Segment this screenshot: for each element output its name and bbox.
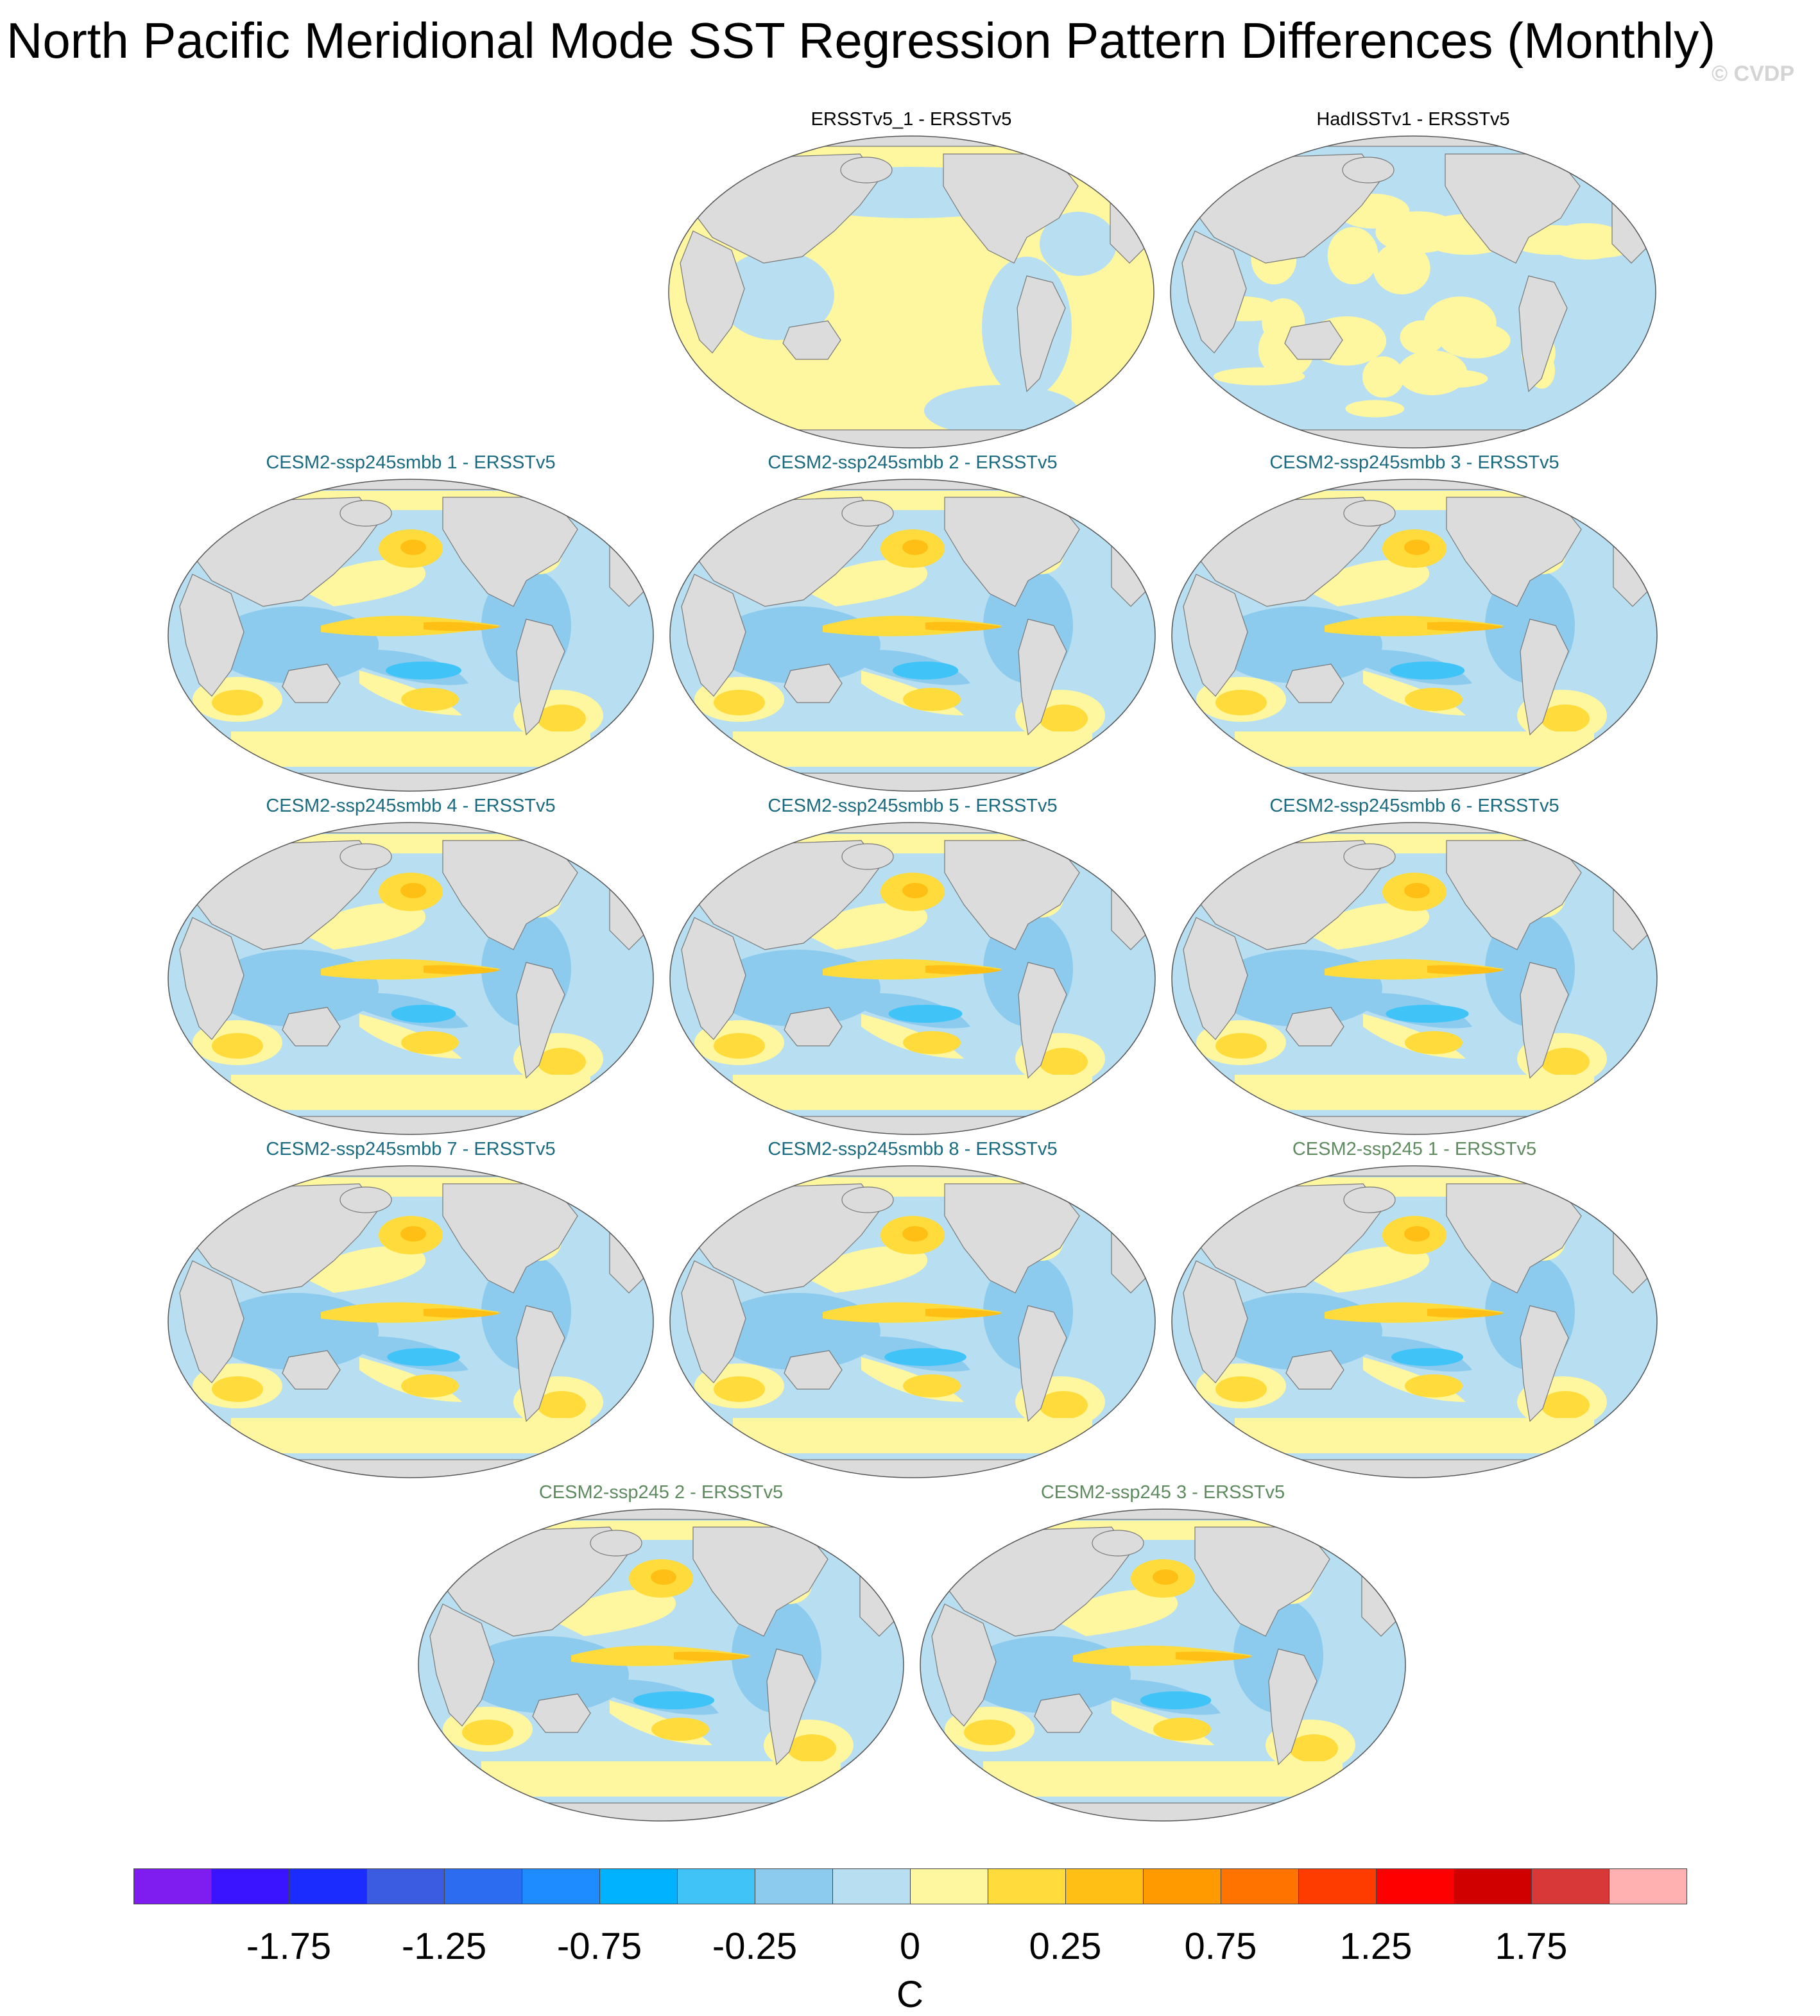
colorbar-box: [910, 1868, 988, 1904]
panel-title: CESM2-ssp245smbb 4 - ERSSTv5: [266, 796, 556, 816]
panel-title: ERSSTv5_1 - ERSSTv5: [811, 109, 1012, 130]
page-title: North Pacific Meridional Mode SST Regres…: [6, 12, 1716, 69]
world-map: [167, 479, 654, 792]
map-panel: CESM2-ssp245 3 - ERSSTv5: [913, 1482, 1413, 1822]
colorbar-box: [1298, 1868, 1377, 1904]
world-map: [669, 479, 1156, 792]
world-map: [1171, 479, 1658, 792]
colorbar-box: [133, 1868, 212, 1904]
colorbar-tick-label: 0.25: [1029, 1926, 1102, 1967]
panel-title: CESM2-ssp245smbb 3 - ERSSTv5: [1269, 452, 1559, 473]
panel-title: CESM2-ssp245smbb 6 - ERSSTv5: [1269, 796, 1559, 816]
colorbar-box: [1065, 1868, 1144, 1904]
panel-title: CESM2-ssp245smbb 7 - ERSSTv5: [266, 1139, 556, 1159]
world-map: [1171, 822, 1658, 1135]
colorbar-box: [1143, 1868, 1221, 1904]
panel-title: CESM2-ssp245smbb 5 - ERSSTv5: [768, 796, 1058, 816]
colorbar-tick-label: -0.75: [556, 1926, 642, 1967]
colorbar-box: [988, 1868, 1066, 1904]
world-map: [1170, 135, 1656, 448]
watermark: © CVDP: [1712, 62, 1794, 86]
map-panel: CESM2-ssp245 1 - ERSSTv5: [1164, 1139, 1665, 1479]
colorbar-box: [444, 1868, 522, 1904]
map-panel: CESM2-ssp245smbb 8 - ERSSTv5: [662, 1139, 1163, 1479]
world-map: [167, 1165, 654, 1478]
map-panel: CESM2-ssp245smbb 6 - ERSSTv5: [1164, 796, 1665, 1136]
colorbar-tick-label: -1.25: [401, 1926, 487, 1967]
panel-title: CESM2-ssp245 3 - ERSSTv5: [1040, 1482, 1285, 1503]
panel-title: HadISSTv1 - ERSSTv5: [1316, 109, 1510, 130]
world-map: [167, 822, 654, 1135]
map-panel: CESM2-ssp245smbb 7 - ERSSTv5: [160, 1139, 661, 1479]
colorbar-box: [289, 1868, 367, 1904]
map-panel: CESM2-ssp245smbb 2 - ERSSTv5: [662, 452, 1163, 792]
map-panel: CESM2-ssp245 2 - ERSSTv5: [411, 1482, 911, 1822]
map-panel: CESM2-ssp245smbb 4 - ERSSTv5: [160, 796, 661, 1136]
colorbar-box: [599, 1868, 678, 1904]
colorbar-box: [1376, 1868, 1454, 1904]
colorbar-box: [1609, 1868, 1687, 1904]
map-panel: HadISSTv1 - ERSSTv5: [1163, 109, 1663, 449]
panel-title: CESM2-ssp245 1 - ERSSTv5: [1292, 1139, 1537, 1159]
colorbar-tick-label: 0.75: [1184, 1926, 1257, 1967]
panel-title: CESM2-ssp245smbb 8 - ERSSTv5: [768, 1139, 1058, 1159]
panel-title: CESM2-ssp245smbb 2 - ERSSTv5: [768, 452, 1058, 473]
panel-title: CESM2-ssp245 2 - ERSSTv5: [538, 1482, 784, 1503]
world-map: [669, 1165, 1156, 1478]
world-map: [1171, 1165, 1658, 1478]
colorbar-unit: C: [897, 1974, 923, 2015]
colorbar-box: [677, 1868, 755, 1904]
colorbar: [133, 1868, 1687, 1904]
colorbar-box: [755, 1868, 833, 1904]
map-panel: CESM2-ssp245smbb 1 - ERSSTv5: [160, 452, 661, 792]
world-map: [668, 135, 1155, 448]
colorbar-box: [522, 1868, 600, 1904]
map-panel: ERSSTv5_1 - ERSSTv5: [661, 109, 1162, 449]
colorbar-box: [832, 1868, 911, 1904]
map-panel: CESM2-ssp245smbb 3 - ERSSTv5: [1164, 452, 1665, 792]
world-map: [669, 822, 1156, 1135]
colorbar-box: [211, 1868, 289, 1904]
world-map: [920, 1508, 1406, 1822]
colorbar-tick-label: 1.25: [1339, 1926, 1412, 1967]
colorbar-tick-label: 0: [899, 1926, 921, 1967]
colorbar-box: [1454, 1868, 1532, 1904]
colorbar-box: [366, 1868, 445, 1904]
colorbar-box: [1221, 1868, 1299, 1904]
colorbar-tick-label: -1.75: [246, 1926, 332, 1967]
colorbar-tick-label: 1.75: [1495, 1926, 1568, 1967]
world-map: [418, 1508, 904, 1822]
colorbar-box: [1531, 1868, 1610, 1904]
map-panel: CESM2-ssp245smbb 5 - ERSSTv5: [662, 796, 1163, 1136]
colorbar-tick-label: -0.25: [712, 1926, 798, 1967]
panel-title: CESM2-ssp245smbb 1 - ERSSTv5: [266, 452, 556, 473]
